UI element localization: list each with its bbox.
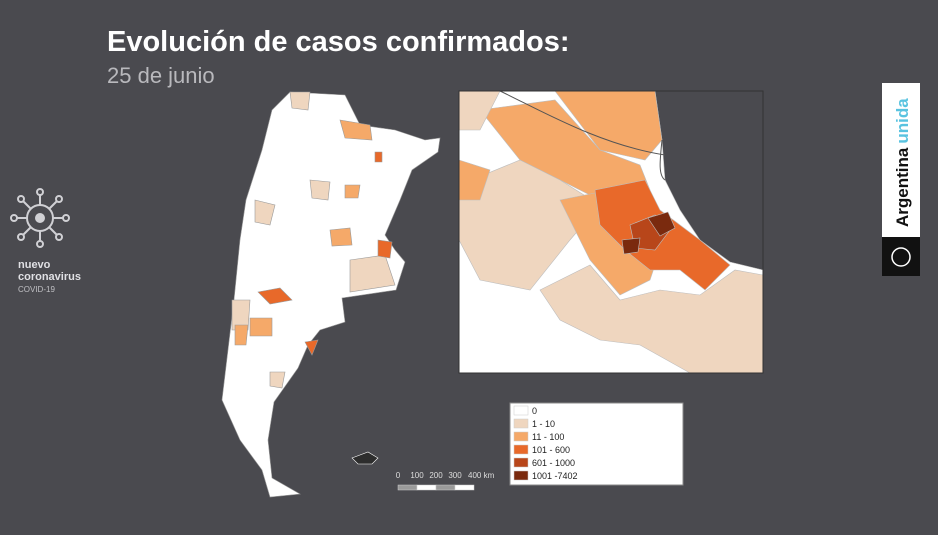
scale-label: 300 xyxy=(448,471,462,480)
virus-label: nuevo xyxy=(18,259,51,271)
scale-label: 100 xyxy=(410,471,424,480)
subtitle: 25 de junio xyxy=(107,63,215,88)
legend-swatch xyxy=(513,418,529,429)
seal-icon xyxy=(891,247,911,267)
scale-label: 0 xyxy=(396,471,401,480)
virus-label: coronavirus xyxy=(18,271,81,283)
legend: 0 1 - 10 11 - 100 101 - 600 601 - 1000 1001 -… xyxy=(513,405,578,481)
banner-word: unida xyxy=(893,98,912,144)
virus-icon xyxy=(10,188,70,248)
legend-swatch xyxy=(513,457,529,468)
scale-bar: 0 100 200 300 400 km xyxy=(396,471,495,491)
banner-word: Argentina xyxy=(893,147,912,227)
legend-swatch xyxy=(513,405,529,416)
scale-label: 400 km xyxy=(468,471,495,480)
banner-seal xyxy=(882,237,920,276)
title: Evolución de casos confirmados: xyxy=(107,26,570,58)
banner xyxy=(882,83,920,237)
banner-text: Argentina unida xyxy=(893,98,912,227)
legend-label: 1 - 10 xyxy=(532,419,555,429)
legend-label: 0 xyxy=(532,406,537,416)
scale-label: 200 xyxy=(429,471,443,480)
legend-swatch xyxy=(513,431,529,442)
scale-segment xyxy=(416,484,437,491)
legend-label: 601 - 1000 xyxy=(532,458,575,468)
country-map xyxy=(221,91,441,498)
scale-segment xyxy=(454,484,475,491)
legend-swatch xyxy=(513,470,529,481)
scale-segment xyxy=(397,484,418,491)
legend-label: 101 - 600 xyxy=(532,445,570,455)
legend-swatch xyxy=(513,444,529,455)
inset-map xyxy=(458,90,764,374)
legend-label: 1001 -7402 xyxy=(532,471,578,481)
legend-box xyxy=(509,402,684,486)
scale-segment xyxy=(435,484,456,491)
virus-label: COVID-19 xyxy=(18,285,55,294)
legend-label: 11 - 100 xyxy=(532,432,564,442)
